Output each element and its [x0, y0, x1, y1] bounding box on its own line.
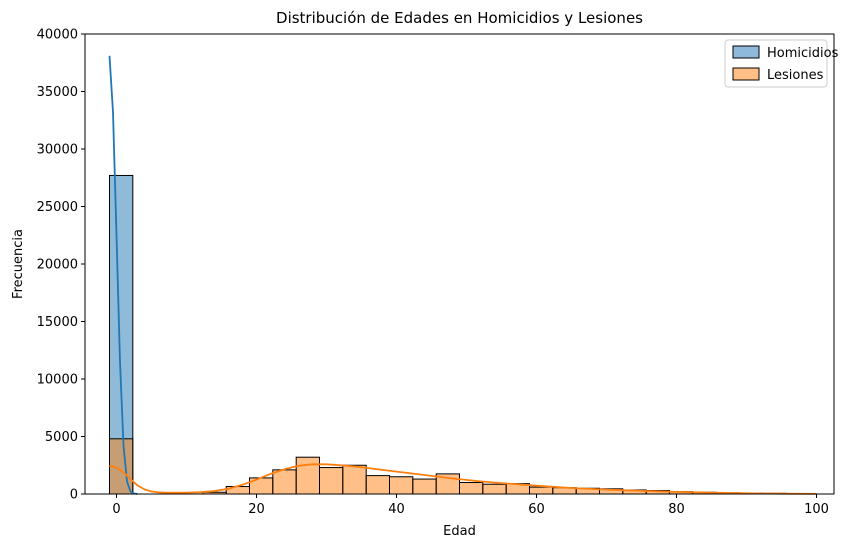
kde-line-homicidios	[108, 55, 138, 495]
x-tick-label-80: 80	[668, 502, 685, 517]
legend-label-homicidios: Homicidios	[767, 46, 839, 61]
bars-layer	[109, 174, 811, 495]
y-axis-label: Frecuencia	[11, 229, 26, 299]
bar-lesiones-8	[295, 456, 321, 495]
y-tick-label-30000: 30000	[37, 143, 78, 158]
legend-swatch-lesiones	[732, 67, 760, 81]
bar-lesiones-15	[459, 482, 484, 495]
bar-lesiones-9	[319, 467, 344, 495]
x-tick-label-0: 0	[112, 502, 120, 517]
x-axis-label: Edad	[443, 524, 476, 539]
y-tick-label-20000: 20000	[37, 258, 78, 273]
plot-frame	[84, 33, 835, 495]
bar-lesiones-11	[365, 475, 391, 495]
chart-title: Distribución de Edades en Homicidios y L…	[276, 9, 643, 27]
bar-lesiones-12	[389, 476, 414, 495]
y-axis: 0 5000 10000 15000 20000 25000 30000 35000 40000	[37, 28, 85, 503]
y-tick-label-25000: 25000	[37, 200, 78, 215]
y-tick-label-5000: 5000	[45, 430, 78, 445]
plot-area	[84, 33, 835, 495]
x-tick-label-40: 40	[388, 502, 405, 517]
bar-lesiones-13	[412, 478, 437, 495]
bar-lesiones-16	[482, 483, 507, 495]
y-tick-label-35000: 35000	[37, 85, 78, 100]
legend-swatch-homicidios	[732, 45, 760, 59]
kde-layer	[108, 55, 817, 495]
y-tick-label-15000: 15000	[37, 315, 78, 330]
kde-line-lesiones	[109, 463, 817, 495]
x-tick-label-100: 100	[804, 502, 829, 517]
x-tick-label-60: 60	[528, 502, 545, 517]
x-axis: 0 20 40 60 80 100	[112, 494, 829, 517]
legend-label-lesiones: Lesiones	[767, 68, 824, 83]
bar-lesiones-10	[342, 464, 367, 495]
bar-lesiones-18	[529, 486, 554, 495]
bar-lesiones-7	[272, 469, 297, 495]
x-tick-label-20: 20	[248, 502, 265, 517]
y-tick-label-40000: 40000	[37, 28, 78, 43]
legend: Homicidios Lesiones	[724, 39, 839, 88]
y-tick-label-10000: 10000	[37, 373, 78, 388]
y-tick-label-0: 0	[70, 488, 78, 503]
